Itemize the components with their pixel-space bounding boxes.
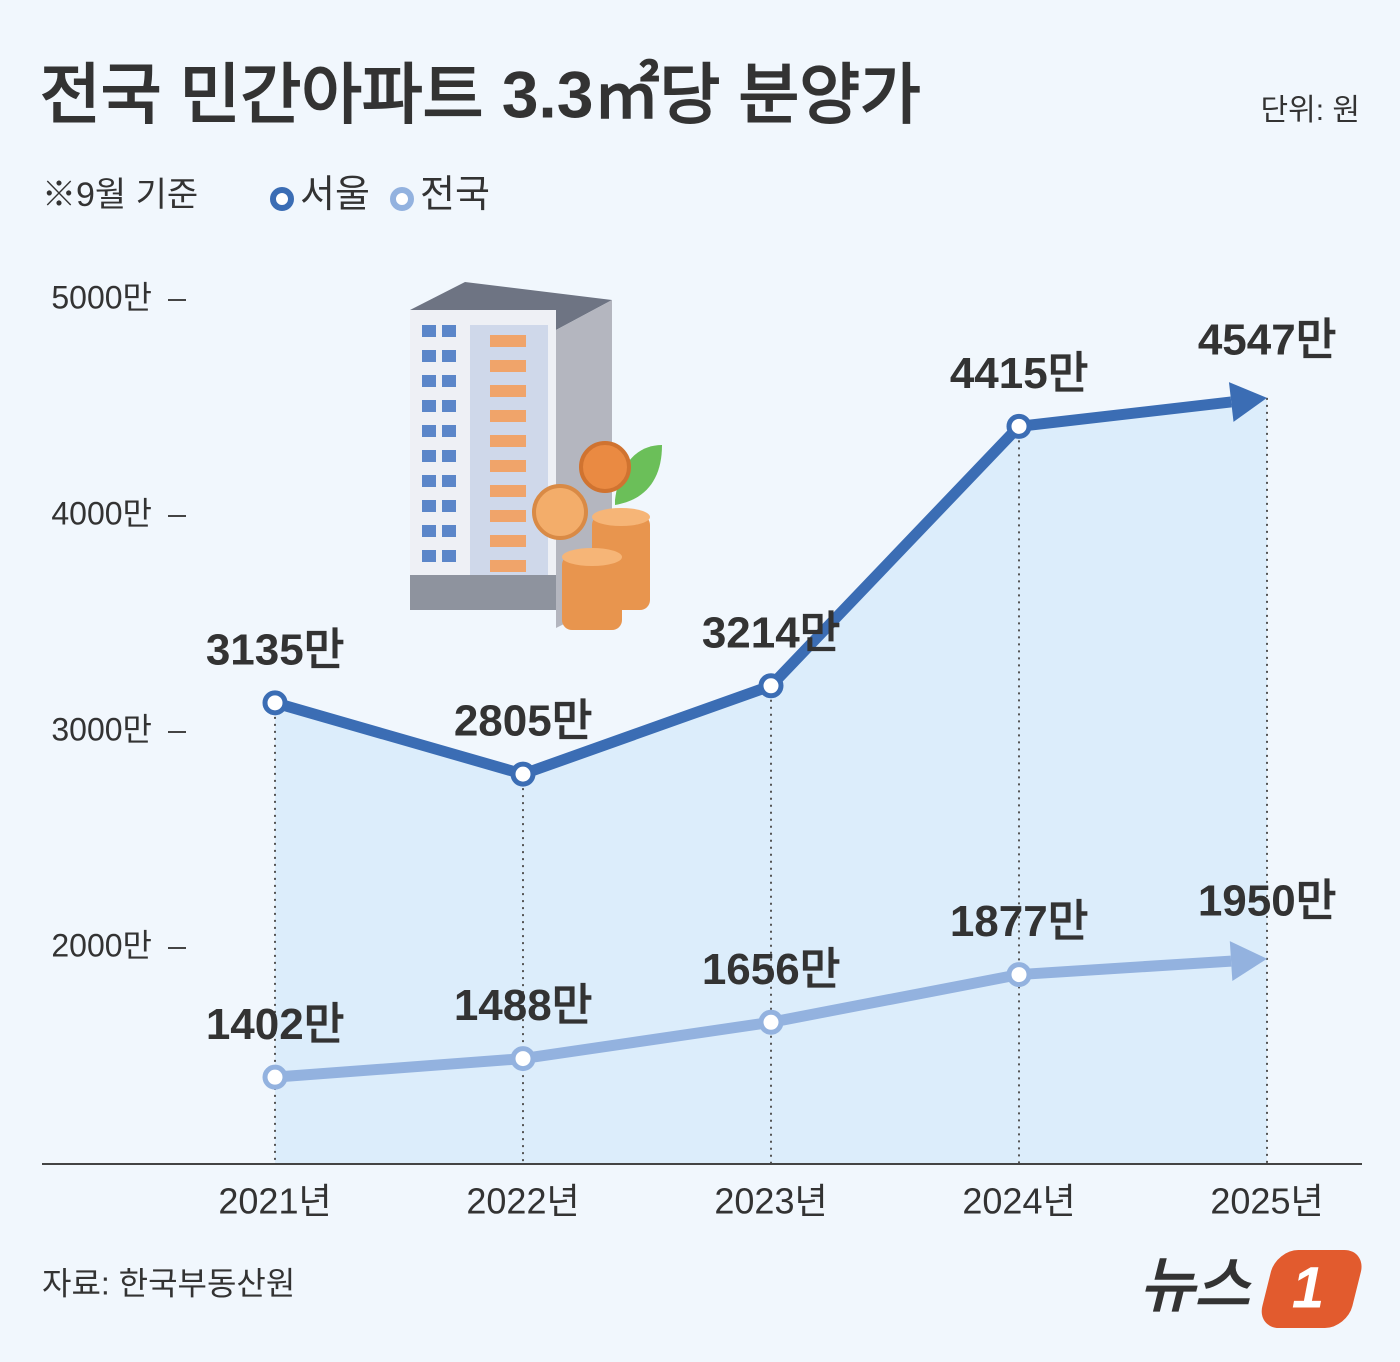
value-label: 1488만: [454, 981, 592, 1030]
value-label: 1950만: [1198, 876, 1336, 925]
legend-marker: [270, 187, 294, 211]
value-label: 3135만: [206, 625, 344, 674]
point: [262, 690, 288, 716]
arrow-head: [1229, 941, 1267, 982]
point: [758, 673, 784, 699]
x-tick-label: 2021년: [218, 1181, 331, 1222]
y-tick-label: 3000만: [51, 711, 152, 747]
base-note: ※9월 기준: [42, 176, 198, 214]
value-label: 4547만: [1198, 315, 1336, 364]
logo-badge: 1: [1292, 1255, 1324, 1320]
building-illustration: [410, 282, 662, 630]
arrow-head: [1228, 382, 1267, 422]
value-label: 3214만: [702, 608, 840, 657]
value-label: 4415만: [950, 349, 1088, 398]
point: [1006, 413, 1032, 439]
unit-note: 단위: 원: [1261, 94, 1360, 127]
value-label: 1877만: [950, 897, 1088, 946]
point: [510, 1046, 536, 1072]
x-tick-label: 2025년: [1210, 1181, 1323, 1222]
value-label: 1402만: [206, 1000, 344, 1049]
point: [758, 1009, 784, 1035]
legend-label: 전국: [420, 174, 490, 216]
logo-text: 뉴스: [1140, 1252, 1253, 1319]
source: 자료: 한국부동산원: [42, 1265, 295, 1301]
logo: 뉴스 1: [1140, 1250, 1362, 1328]
value-label: 2805만: [454, 697, 592, 746]
point: [510, 761, 536, 787]
point: [262, 1064, 288, 1090]
x-tick-label: 2022년: [466, 1181, 579, 1222]
y-tick-label: 4000만: [51, 495, 152, 531]
legend-marker: [390, 187, 414, 211]
legend-label: 서울: [300, 174, 370, 216]
x-tick-label: 2024년: [962, 1181, 1075, 1222]
value-label: 1656만: [702, 945, 840, 994]
chart-title: 전국 민간아파트 3.3㎡당 분양가: [40, 57, 921, 131]
point: [1006, 962, 1032, 988]
logo-badge-bg: [1261, 1250, 1362, 1328]
x-tick-label: 2023년: [714, 1181, 827, 1222]
y-tick-label: 2000만: [51, 927, 152, 963]
y-tick-label: 5000만: [51, 279, 152, 315]
